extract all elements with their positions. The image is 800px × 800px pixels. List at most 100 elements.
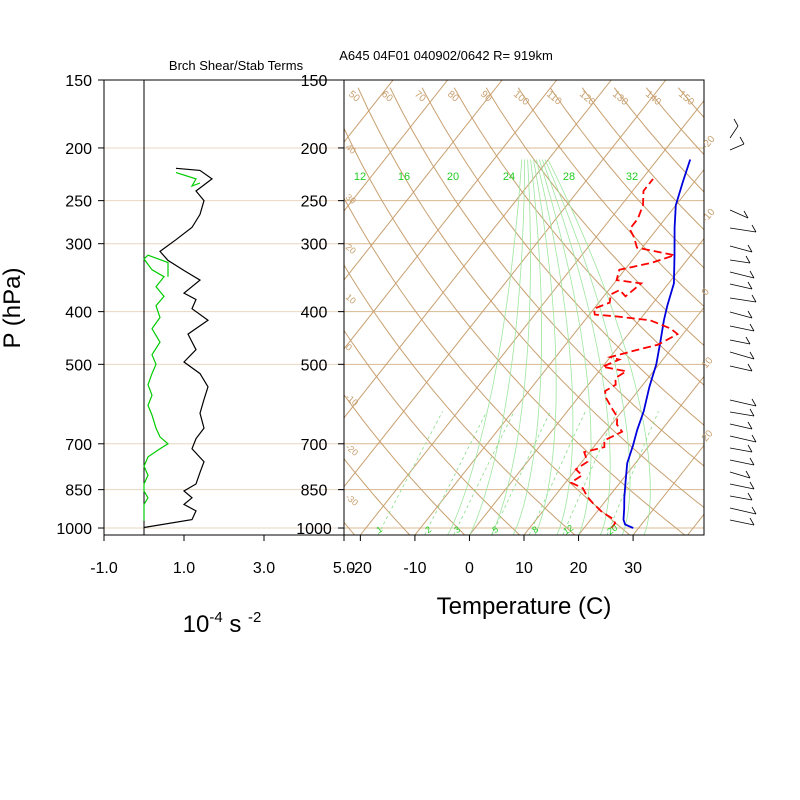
wind-barb-shaft [729, 245, 753, 253]
moist-adiabat [512, 159, 542, 535]
mixing-ratio-line [491, 411, 551, 535]
theta-label: 60 [379, 89, 395, 105]
left-y-tick-label: 1000 [56, 521, 92, 538]
moist-adiabat [533, 159, 557, 535]
dry-adiabat [485, 87, 704, 347]
moist-adiabat-label: 32 [626, 171, 638, 183]
wind-barb-shaft [729, 471, 751, 479]
wind-barb-flag [751, 434, 757, 443]
mixing-ratio-label: 12 [561, 523, 575, 537]
skew-t-x-tick-label: 10 [515, 560, 533, 577]
left-x-tick-label: 1.0 [173, 560, 195, 577]
isotherm [632, 444, 704, 535]
dry-adiabat [344, 393, 466, 535]
dry-adiabat [357, 87, 704, 509]
wind-barb-shaft [729, 507, 757, 515]
dry-adiabat [613, 87, 704, 193]
isotherm [469, 237, 704, 535]
skew-t-x-tick-label: 0 [465, 560, 474, 577]
moist-adiabat [544, 159, 631, 535]
left-edge-label: -10 [344, 392, 360, 408]
skew-t-y-tick-label: 700 [301, 437, 328, 454]
wind-barb-shaft [729, 125, 739, 139]
left-x-axis-title: 10-4 s -2 [183, 609, 262, 638]
skew-t-y-tick-label: 300 [301, 237, 328, 254]
dry-adiabat [517, 87, 704, 308]
mixing-ratio-line [424, 411, 488, 535]
wind-barb-flag [733, 118, 739, 127]
wind-barb-shaft [729, 519, 755, 526]
dry-adiabat [677, 87, 704, 119]
theta-label: 100 [511, 89, 531, 108]
isotherm [742, 80, 800, 535]
moist-adiabat [541, 159, 611, 535]
mixing-ratio-label: 8 [530, 524, 540, 535]
wind-barb-flag [745, 470, 751, 479]
wind-barb-flag [739, 136, 745, 145]
wind-barb-flag [751, 506, 757, 515]
isotherm [359, 99, 704, 535]
skew-t-background-lines [102, 80, 800, 538]
skew-t-y-tick-label: 1000 [296, 521, 332, 538]
left-y-tick-label: 150 [65, 73, 92, 90]
skew-t-y-tick-label: 500 [301, 357, 328, 374]
isotherm [578, 375, 704, 535]
isotherm-label: 0 [700, 286, 712, 298]
theta-label: 90 [478, 89, 494, 105]
mixing-ratio-line [528, 411, 586, 535]
sounding-line-0 [622, 159, 692, 529]
dry-adiabat [549, 87, 704, 269]
dry-adiabat [774, 88, 800, 538]
mixing-ratio-line [377, 411, 443, 535]
wind-barb-flag [745, 255, 751, 264]
wind-barb-flag [751, 224, 757, 233]
wind-barb-flag [747, 310, 753, 319]
dry-adiabat [344, 127, 686, 535]
moist-adiabat-label: 12 [354, 171, 366, 183]
dry-adiabat [581, 87, 704, 231]
left-series-line-1 [143, 254, 170, 521]
isotherm [344, 80, 667, 488]
wind-barb-flag [749, 323, 755, 332]
sounding-line-1 [569, 178, 680, 529]
skew-t-y-tick-label: 250 [301, 194, 328, 211]
left-edge-label: 20 [344, 242, 358, 256]
moist-adiabat-label: 16 [398, 171, 410, 183]
left-edge-label: 40 [344, 142, 358, 156]
dry-adiabat [389, 87, 704, 467]
left-series-line-2 [175, 172, 201, 188]
isotherm-label: 20 [700, 428, 716, 444]
left-y-tick-label: 400 [65, 305, 92, 322]
skew-t-series [569, 159, 692, 529]
skew-t-line-labels: 50 60 70 80 90 100 110 120 130 140 150-20-10010204… [344, 89, 718, 537]
isotherm [344, 80, 612, 419]
dry-adiabat [710, 88, 800, 538]
wind-barb-shaft [729, 297, 757, 303]
skew-t-panel: 50 60 70 80 90 100 110 120 130 140 150-20-10010204… [102, 48, 800, 620]
wind-barb-shaft [729, 351, 755, 360]
wind-barb-shaft [729, 447, 753, 453]
moist-adiabat [469, 159, 526, 535]
left-edge-label: 10 [344, 292, 358, 306]
wind-barb-flag [751, 294, 757, 303]
moist-adiabat [490, 159, 531, 535]
left-series [143, 167, 214, 529]
skew-t-y-tick-label: 400 [301, 305, 328, 322]
wind-barb-flag [747, 363, 753, 372]
wind-barb-flag [747, 492, 753, 501]
isotherm-label: 10 [700, 355, 716, 371]
wind-barb-flag [749, 481, 755, 490]
mixing-ratio-label: 20 [605, 523, 619, 537]
dry-adiabat [102, 88, 302, 538]
dry-adiabat [344, 264, 576, 535]
skew-t-x-tick-label: -20 [349, 560, 372, 577]
skew-t-chart-title: A645 04F01 040902/0642 R= 919km [339, 48, 553, 63]
wind-barb-shaft [729, 227, 757, 233]
wind-barbs [729, 118, 757, 526]
left-edge-label: 0 [344, 342, 354, 353]
dry-adiabat [421, 87, 704, 426]
isotherm [414, 168, 704, 535]
left-y-tick-label: 250 [65, 194, 92, 211]
moist-adiabat-label: 20 [447, 171, 459, 183]
skew-t-x-tick-label: -10 [403, 560, 426, 577]
